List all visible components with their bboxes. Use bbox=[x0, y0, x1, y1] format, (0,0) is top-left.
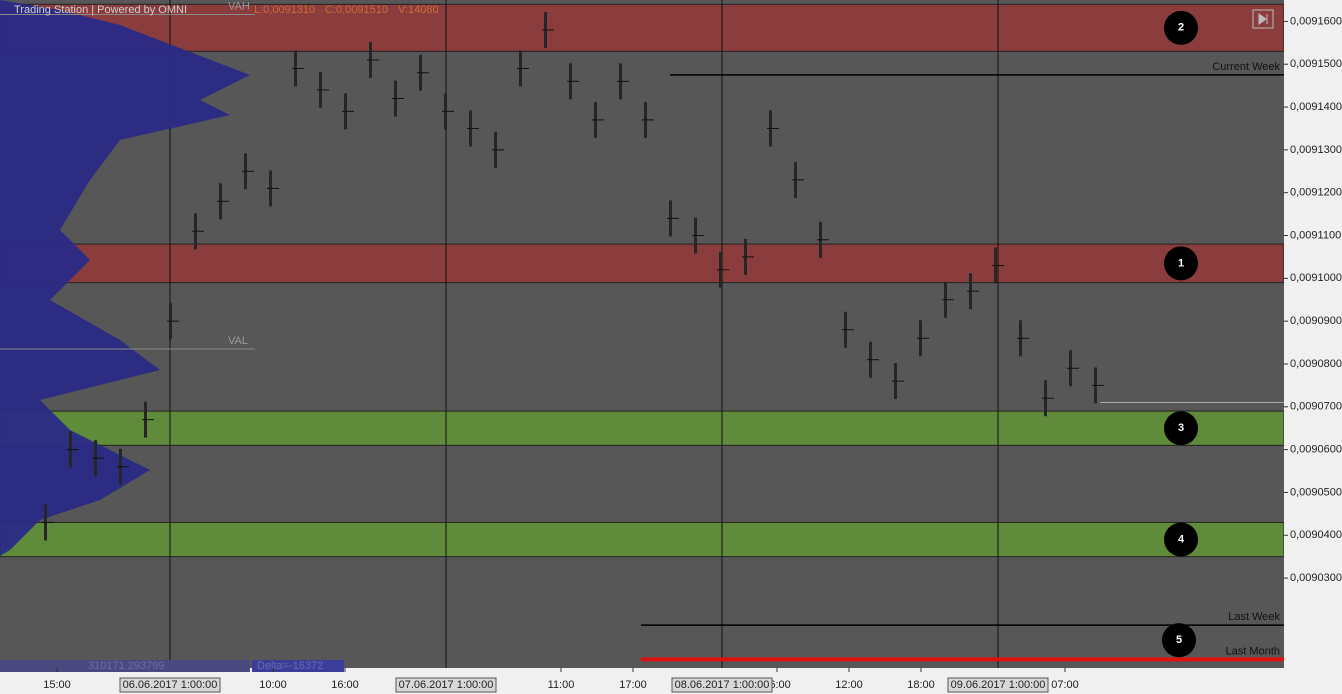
zones bbox=[0, 0, 1285, 668]
zone bbox=[0, 3, 1285, 52]
level-name: Last Month bbox=[1226, 645, 1280, 657]
session-label-box bbox=[395, 677, 497, 693]
y-tick-label: 0,0090700 bbox=[1290, 401, 1342, 413]
y-tick-label: 0,0091100 bbox=[1290, 229, 1341, 241]
x-tick-label: 11:00 bbox=[548, 679, 575, 691]
y-tick-label: 0,0091600 bbox=[1290, 15, 1342, 27]
zone bbox=[0, 521, 1285, 558]
header-title: Trading Station | Powered by OMNI bbox=[14, 4, 187, 16]
y-tick-label: 0,0090900 bbox=[1290, 315, 1342, 327]
x-tick-label: 15:00 bbox=[43, 679, 71, 691]
session-label-box bbox=[671, 677, 773, 693]
x-tick-label: 07:00 bbox=[1051, 679, 1079, 691]
zone-label: 2 bbox=[1178, 22, 1184, 34]
y-tick-label: 0,0090500 bbox=[1290, 486, 1342, 498]
zone-badge bbox=[1164, 246, 1198, 281]
y-tick-label: 0,0090400 bbox=[1290, 529, 1342, 541]
session-label-box bbox=[947, 677, 1049, 693]
y-tick-label: 0,0091400 bbox=[1290, 101, 1342, 113]
y-tick-label: 0,0090300 bbox=[1290, 572, 1342, 584]
value-area-label: VAH bbox=[228, 0, 250, 12]
footer-delta: Delta=-16372 bbox=[257, 660, 323, 672]
scroll-icon bbox=[1258, 13, 1268, 25]
y-tick-label: 0,0091200 bbox=[1290, 187, 1342, 199]
footer-volume: 310171 293799 bbox=[88, 660, 164, 672]
session-label: 07.06.2017 1:00:00 bbox=[399, 679, 494, 691]
volume-profile bbox=[0, 0, 250, 556]
header-close: C:0,0091510 bbox=[325, 4, 388, 16]
zone-badge bbox=[1164, 411, 1198, 446]
scroll-button[interactable] bbox=[1252, 9, 1274, 29]
x-tick-label: 12:00 bbox=[835, 679, 863, 691]
zone bbox=[0, 243, 1285, 284]
price-axis bbox=[1284, 0, 1342, 694]
x-tick-label: 10:00 bbox=[259, 679, 287, 691]
zone-label: 4 bbox=[1178, 533, 1185, 545]
zone-badge bbox=[1164, 10, 1198, 45]
header-volume: V:14080 bbox=[398, 4, 439, 16]
y-tick-label: 0,0090800 bbox=[1290, 358, 1342, 370]
y-tick-label: 0,0091000 bbox=[1290, 272, 1342, 284]
value-area-label: VAL bbox=[228, 335, 248, 347]
zone bbox=[0, 410, 1285, 446]
zone-label: 1 bbox=[1178, 257, 1184, 269]
zone-badge bbox=[1162, 623, 1196, 658]
y-tick-label: 0,0091500 bbox=[1290, 58, 1342, 70]
session-label-box bbox=[119, 677, 221, 693]
zone-label: 3 bbox=[1178, 422, 1184, 434]
y-tick-label: 0,0091300 bbox=[1290, 144, 1342, 156]
level-name: Current Week bbox=[1212, 61, 1280, 73]
x-tick-label: 16:00 bbox=[331, 679, 359, 691]
x-tick-label: 18:00 bbox=[907, 679, 935, 691]
session-label: 08.06.2017 1:00:00 bbox=[675, 679, 770, 691]
footer-delta-box bbox=[252, 660, 344, 672]
header-low: L:0,0091310 bbox=[254, 4, 315, 16]
level-name: Last Week bbox=[1228, 611, 1280, 623]
session-label: 06.06.2017 1:00:00 bbox=[123, 679, 218, 691]
session-label: 09.06.2017 1:00:00 bbox=[951, 679, 1046, 691]
x-tick-label: 17:00 bbox=[619, 679, 647, 691]
zone-badge bbox=[1164, 522, 1198, 557]
footer-volume-box bbox=[0, 660, 250, 672]
zone-label: 5 bbox=[1176, 634, 1182, 646]
y-tick-label: 0,0090600 bbox=[1290, 444, 1342, 456]
